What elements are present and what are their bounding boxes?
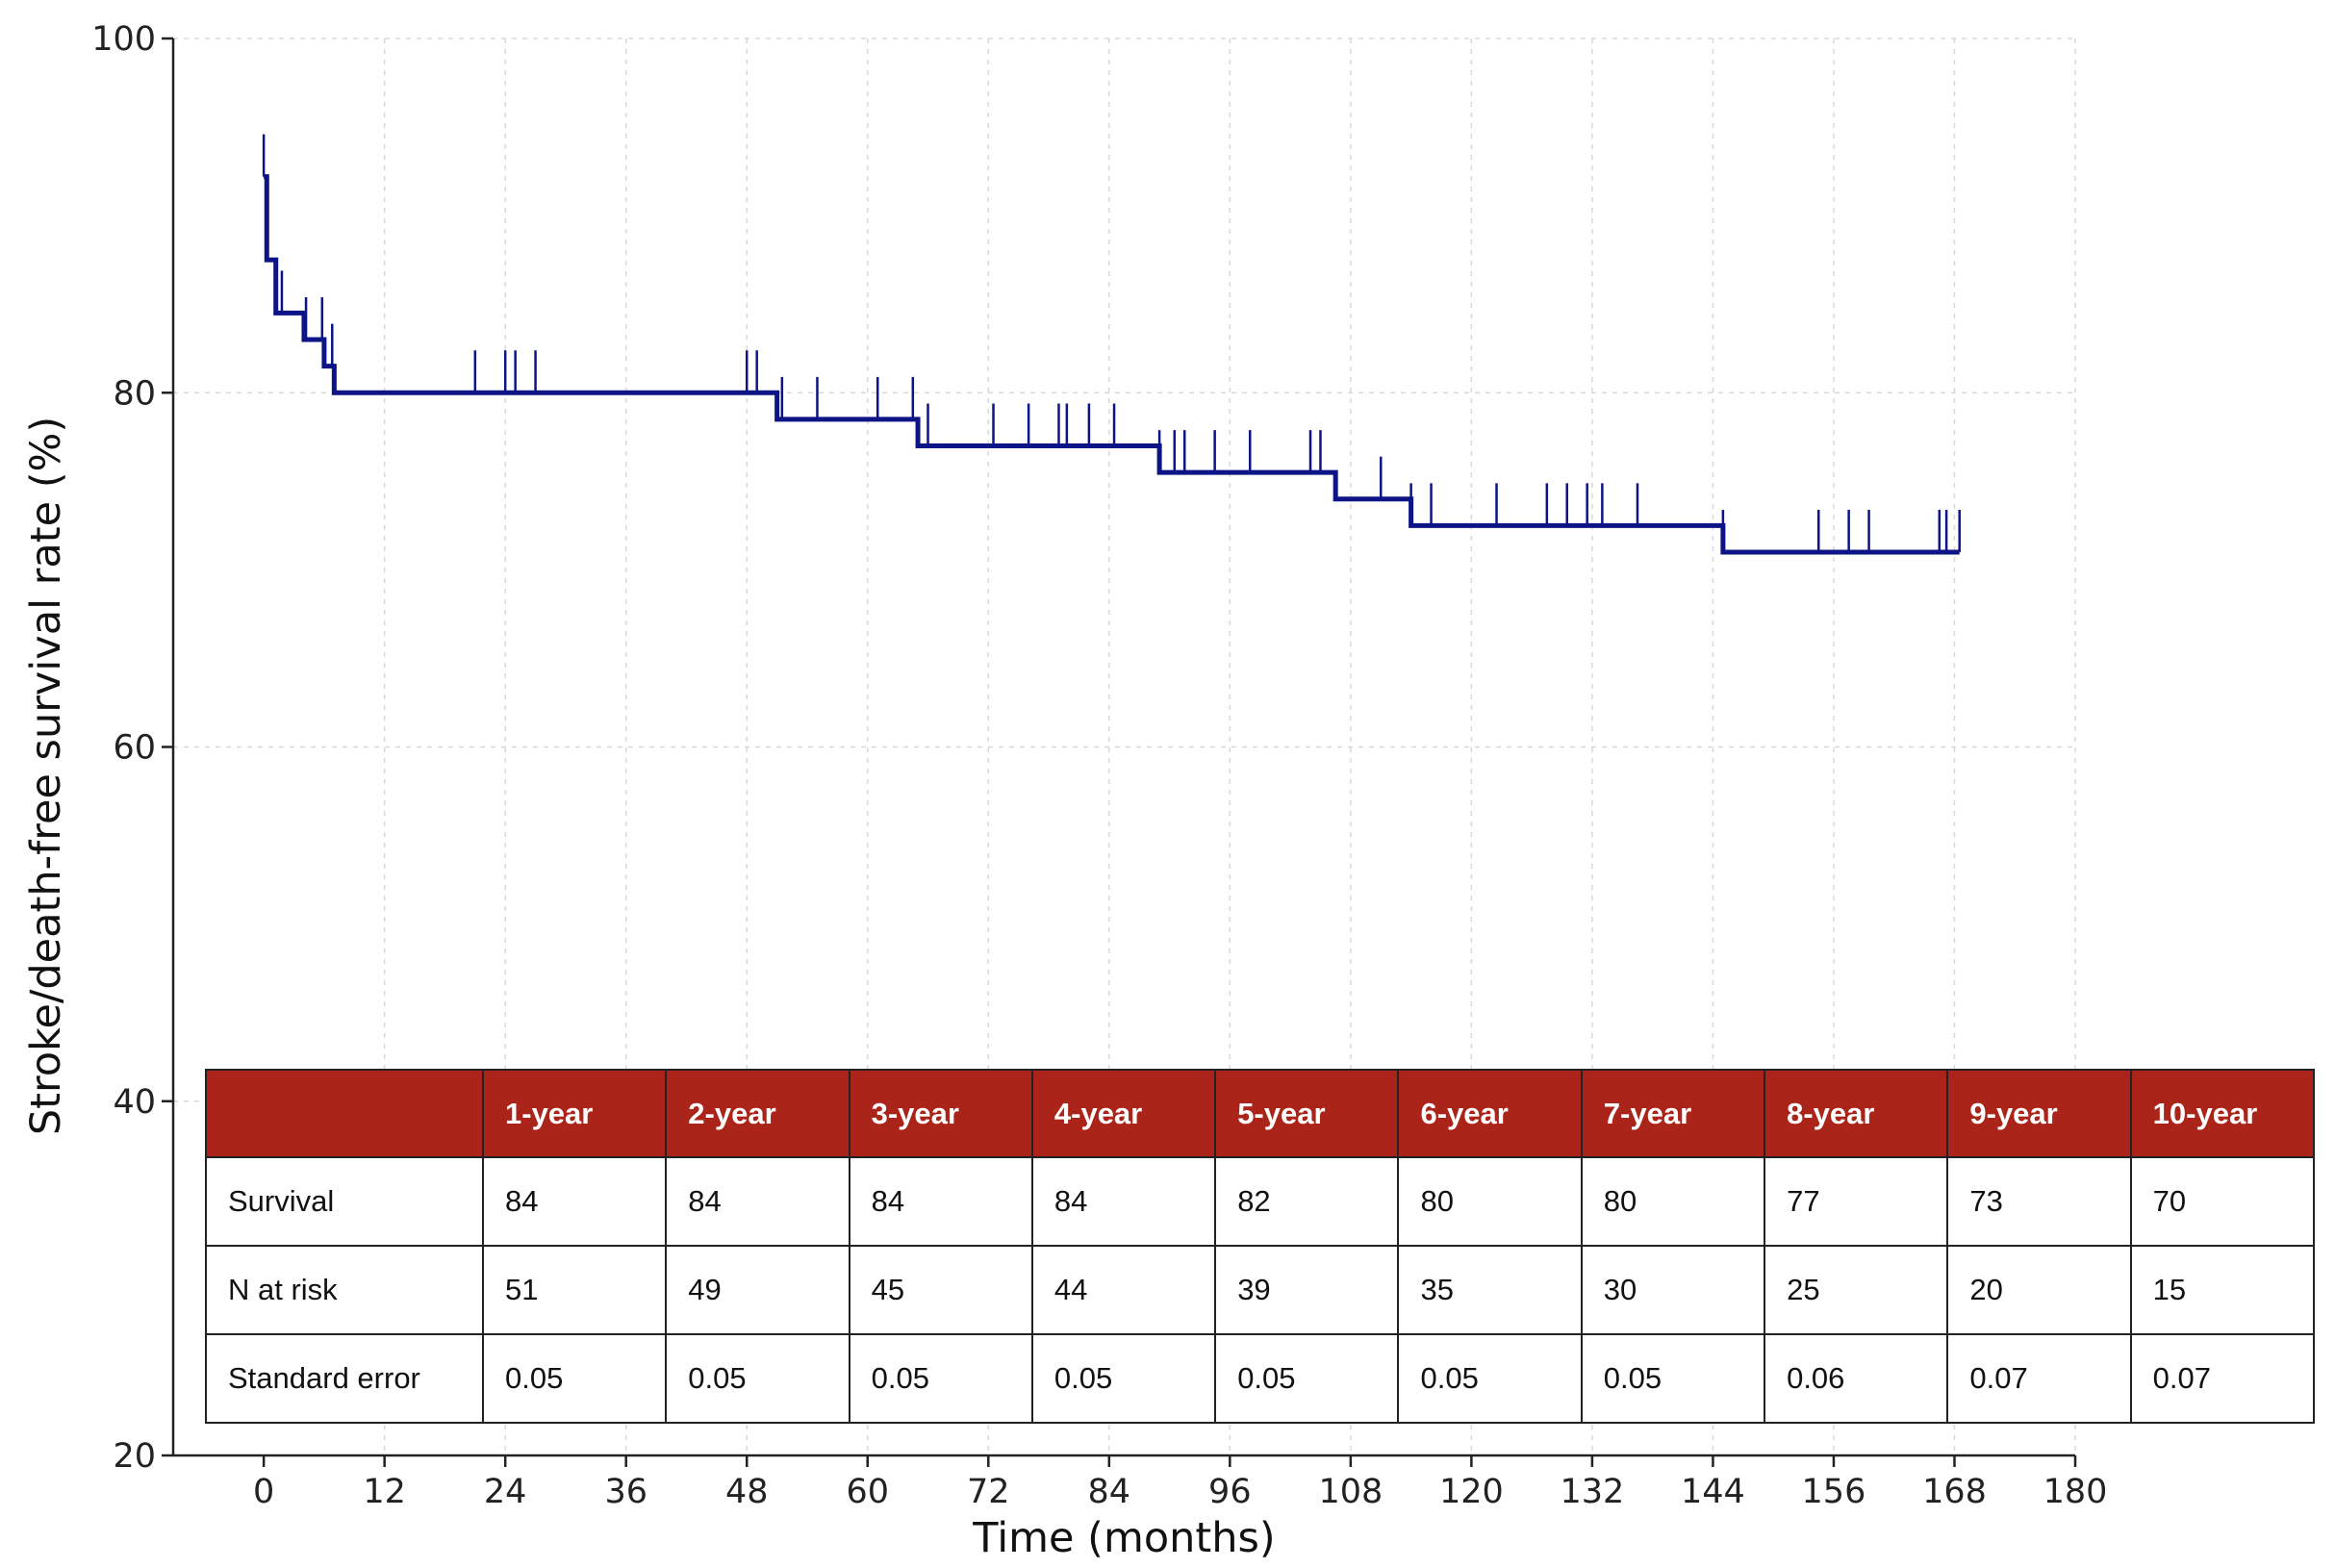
table-row-survival: Survival 84 84 84 84 82 80 80 77 73 70 (205, 1156, 2316, 1247)
x-tick-label: 12 (363, 1473, 406, 1511)
x-tick-label: 108 (1318, 1473, 1383, 1511)
table-cell: 0.07 (2129, 1333, 2316, 1424)
table-header-cell: 8-year (1764, 1069, 1949, 1158)
y-tick-label: 20 (113, 1437, 156, 1476)
table-cell: 80 (1397, 1156, 1583, 1247)
x-tick-label: 60 (846, 1473, 889, 1511)
table-row-n-at-risk: N at risk 51 49 45 44 39 35 30 25 20 15 (205, 1245, 2316, 1335)
x-tick-label: 96 (1208, 1473, 1252, 1511)
table-cell: 0.05 (1580, 1333, 1766, 1424)
table-header-cell: 2-year (665, 1069, 850, 1158)
table-cell: 0.05 (848, 1333, 1033, 1424)
table-cell: 0.05 (1030, 1333, 1217, 1424)
table-cell: 15 (2129, 1245, 2316, 1335)
table-header-cell: 3-year (848, 1069, 1033, 1158)
y-tick-label: 60 (113, 729, 156, 768)
table-cell: 80 (1580, 1156, 1766, 1247)
y-tick-label: 100 (91, 20, 156, 59)
table-header-cell: 4-year (1030, 1069, 1217, 1158)
table-header-cell: 7-year (1580, 1069, 1766, 1158)
x-tick-label: 36 (604, 1473, 647, 1511)
table-cell: 49 (665, 1245, 850, 1335)
x-tick-label: 24 (484, 1473, 527, 1511)
table-cell: 51 (481, 1245, 668, 1335)
x-tick-label: 120 (1439, 1473, 1504, 1511)
x-tick-label: 48 (725, 1473, 769, 1511)
table-header-cell: 9-year (1946, 1069, 2132, 1158)
y-axis-title: Stroke/death-free survival rate (%) (22, 417, 70, 1135)
x-tick-label: 156 (1802, 1473, 1866, 1511)
table-cell: 20 (1946, 1245, 2132, 1335)
table-cell: 25 (1764, 1245, 1949, 1335)
censor-marks (262, 134, 1961, 552)
x-tick-label: 180 (2043, 1473, 2108, 1511)
table-row-label: Survival (205, 1156, 484, 1247)
survival-curve (264, 174, 1960, 555)
x-axis-title: Time (months) (972, 1514, 1275, 1562)
table-header-cell: 6-year (1397, 1069, 1583, 1158)
table-cell: 0.05 (1214, 1333, 1400, 1424)
table-header-row: 1-year 2-year 3-year 4-year 5-year 6-yea… (205, 1069, 2316, 1158)
x-tick-label: 72 (967, 1473, 1010, 1511)
table-cell: 0.05 (1397, 1333, 1583, 1424)
table-cell: 84 (1030, 1156, 1217, 1247)
table-header-cell: 10-year (2129, 1069, 2316, 1158)
table-header-cell (205, 1069, 484, 1158)
x-tick-label: 144 (1681, 1473, 1745, 1511)
table-header-cell: 1-year (481, 1069, 668, 1158)
grid-lines (173, 38, 2076, 1455)
table-cell: 45 (848, 1245, 1033, 1335)
x-tick-label: 132 (1560, 1473, 1624, 1511)
table-cell: 73 (1946, 1156, 2132, 1247)
y-tick-label: 40 (113, 1083, 156, 1122)
x-tick-label: 84 (1088, 1473, 1131, 1511)
y-tick-label: 80 (113, 374, 156, 413)
table-cell: 77 (1764, 1156, 1949, 1247)
survival-summary-table: 1-year 2-year 3-year 4-year 5-year 6-yea… (205, 1069, 2316, 1424)
table-cell: 0.05 (481, 1333, 668, 1424)
axes: 0 12 24 36 48 60 72 84 96 108 120 132 144 156 168 180 20… (91, 20, 2107, 1511)
table-row-label: N at risk (205, 1245, 484, 1335)
table-cell: 82 (1214, 1156, 1400, 1247)
x-tick-label: 168 (1922, 1473, 1987, 1511)
table-cell: 0.05 (665, 1333, 850, 1424)
table-cell: 0.07 (1946, 1333, 2132, 1424)
table-cell: 0.06 (1764, 1333, 1949, 1424)
table-cell: 84 (665, 1156, 850, 1247)
table-header-cell: 5-year (1214, 1069, 1400, 1158)
table-cell: 84 (848, 1156, 1033, 1247)
table-row-label: Standard error (205, 1333, 484, 1424)
table-cell: 70 (2129, 1156, 2316, 1247)
table-cell: 84 (481, 1156, 668, 1247)
table-cell: 44 (1030, 1245, 1217, 1335)
table-cell: 35 (1397, 1245, 1583, 1335)
survival-step-line (264, 174, 1960, 555)
table-cell: 39 (1214, 1245, 1400, 1335)
table-cell: 30 (1580, 1245, 1766, 1335)
x-tick-label: 0 (253, 1473, 274, 1511)
table-row-standard-error: Standard error 0.05 0.05 0.05 0.05 0.05 … (205, 1333, 2316, 1424)
